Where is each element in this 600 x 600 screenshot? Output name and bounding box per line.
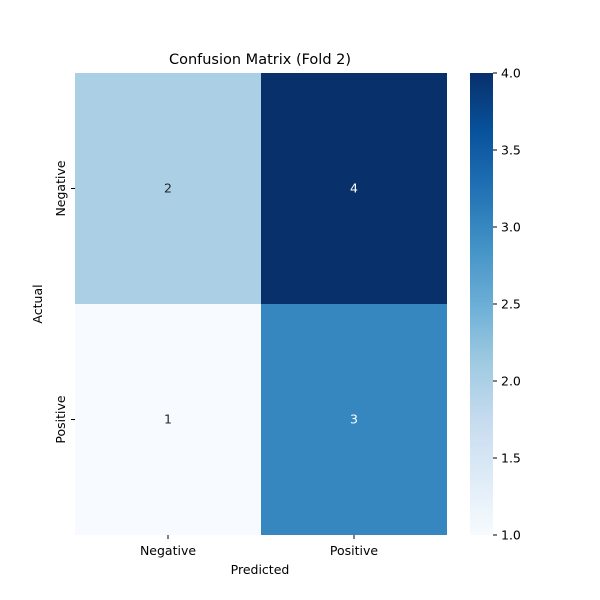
cell-value-label: 4 — [350, 181, 358, 196]
x-axis-ticks: Negative Positive — [140, 535, 378, 558]
colorbar-tick-label: 3.5 — [501, 143, 521, 158]
chart-title: Confusion Matrix (Fold 2) — [169, 52, 351, 68]
cell-value-label: 3 — [350, 412, 358, 427]
y-tick-label: Positive — [53, 395, 68, 443]
heatmap-cell — [75, 73, 261, 304]
colorbar-tick-label: 3.0 — [501, 220, 521, 235]
heatmap-cell — [75, 304, 261, 535]
y-axis-label: Actual — [30, 284, 45, 323]
colorbar-tick-label: 1.0 — [501, 528, 521, 543]
heatmap-cell — [261, 304, 447, 535]
cell-value-label: 1 — [164, 412, 172, 427]
colorbar-ticks: 1.0 1.5 2.0 2.5 3.0 3.5 4.0 — [493, 66, 521, 543]
y-axis-ticks: Negative Positive — [53, 160, 75, 444]
heatmap-cells: 2 4 1 3 — [75, 73, 447, 535]
y-tick-label: Negative — [53, 160, 68, 216]
colorbar: 1.0 1.5 2.0 2.5 3.0 3.5 4.0 — [470, 66, 521, 543]
colorbar-gradient — [470, 73, 493, 535]
colorbar-tick-label: 2.5 — [501, 297, 521, 312]
heatmap-cell — [261, 73, 447, 304]
colorbar-tick-label: 1.5 — [501, 451, 521, 466]
x-tick-label: Positive — [330, 543, 378, 558]
cell-value-label: 2 — [164, 181, 172, 196]
colorbar-tick-label: 4.0 — [501, 66, 521, 81]
x-axis-label: Predicted — [231, 562, 290, 577]
colorbar-tick-label: 2.0 — [501, 374, 521, 389]
x-tick-label: Negative — [140, 543, 196, 558]
